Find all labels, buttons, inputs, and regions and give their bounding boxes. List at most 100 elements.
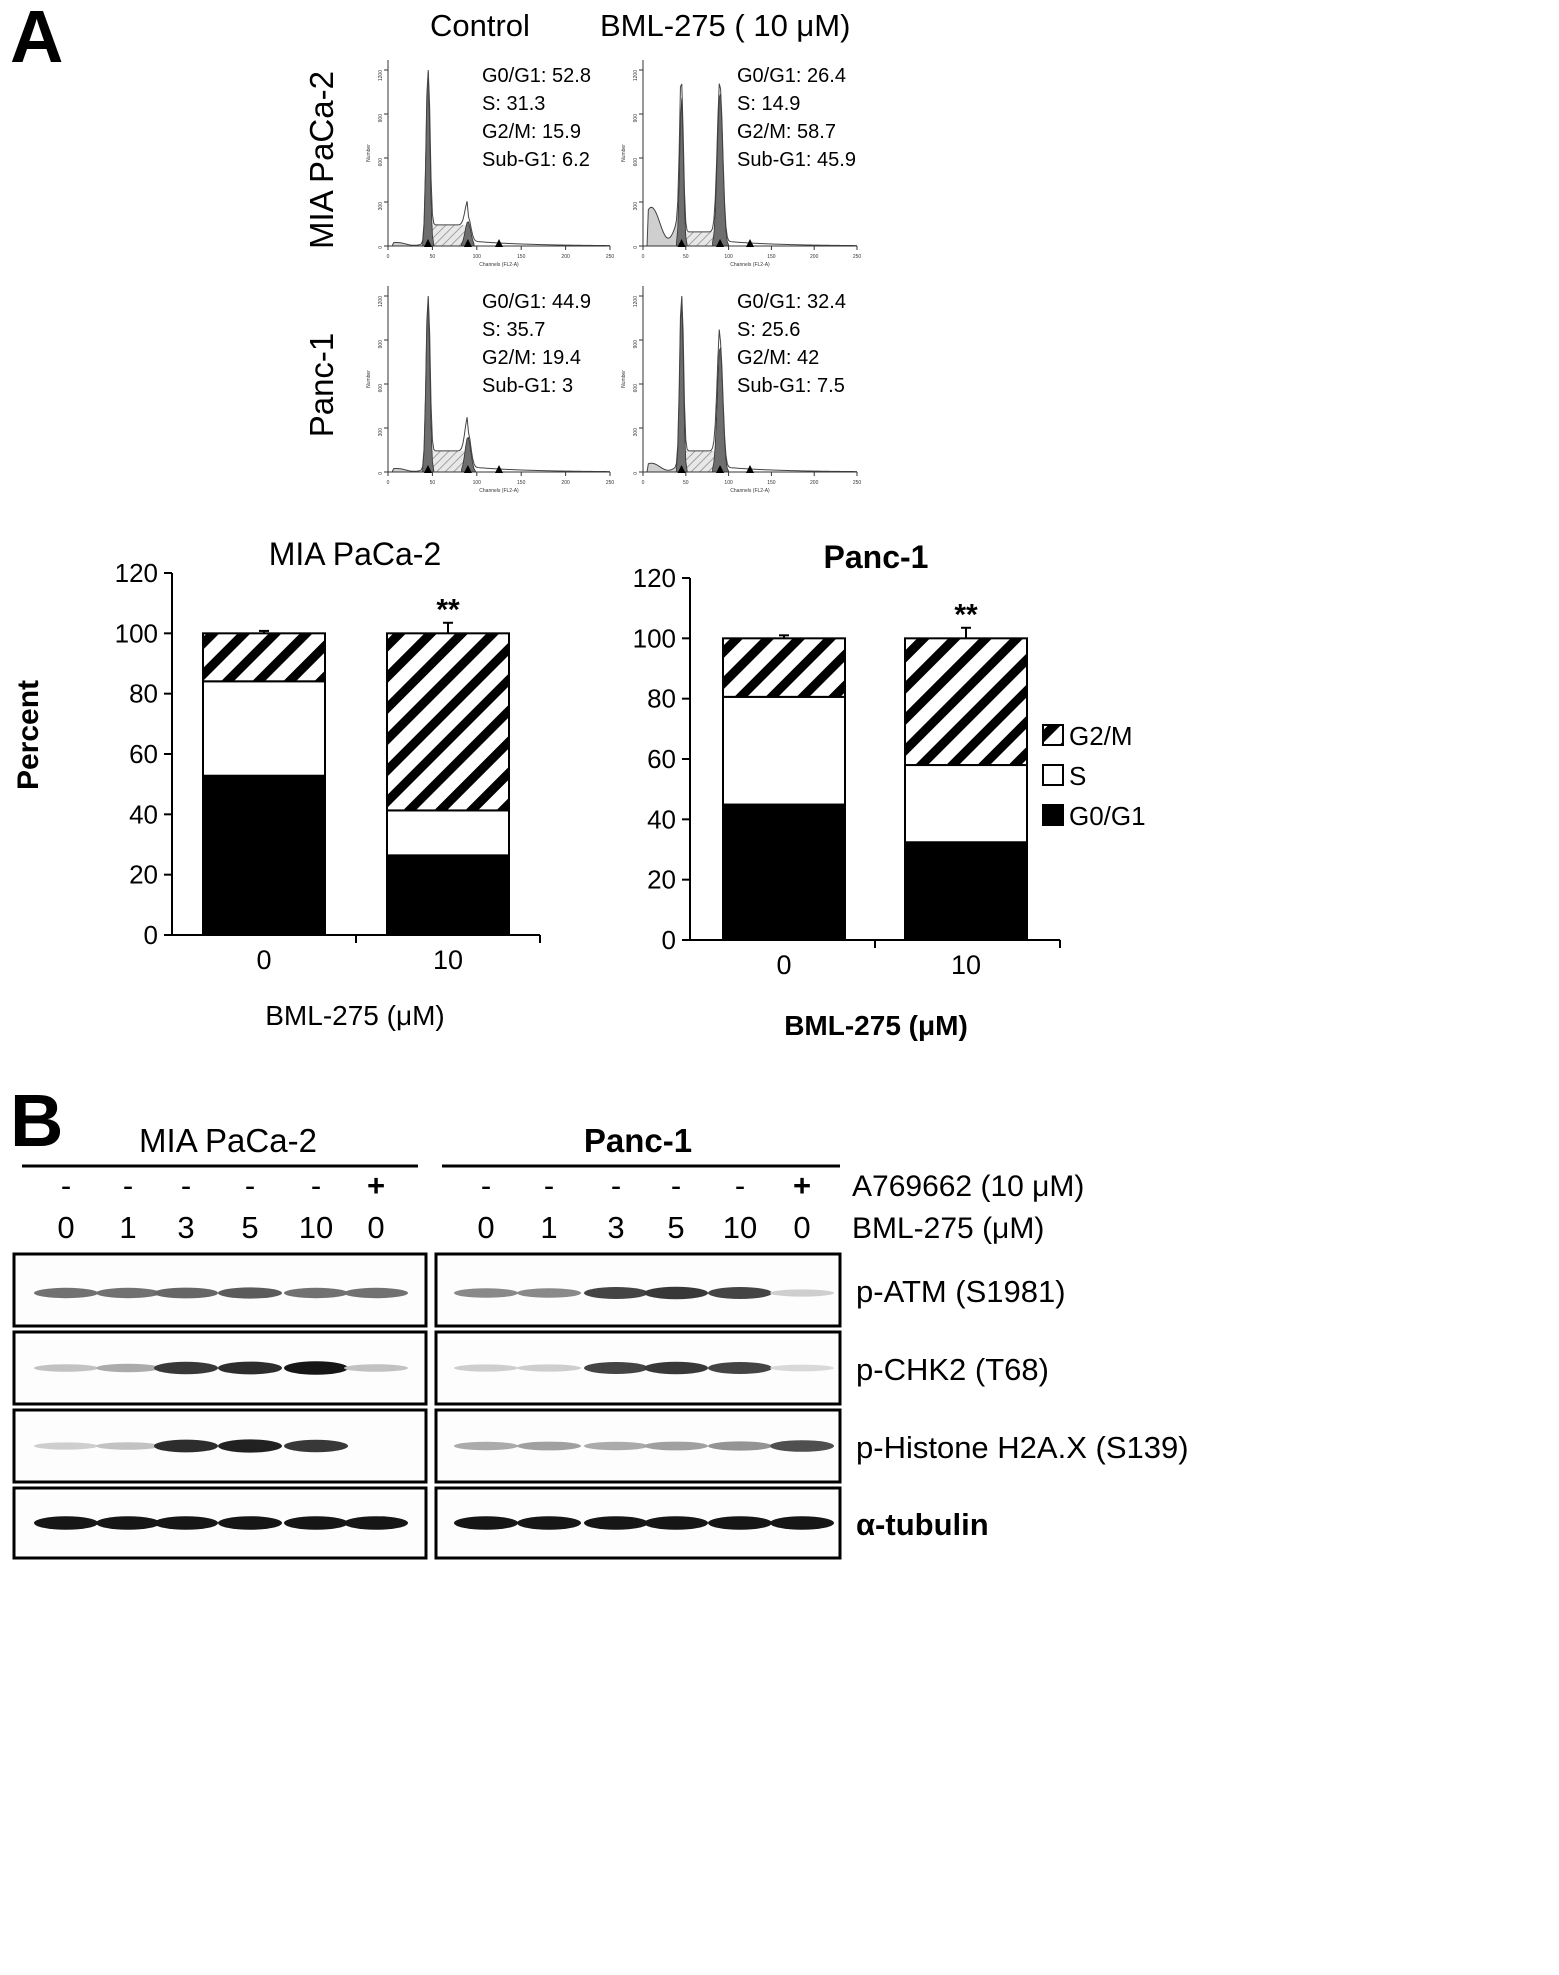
protein-band (517, 1288, 581, 1298)
lane-treatment-value: - (735, 1168, 745, 1203)
protein-band (218, 1439, 282, 1453)
y-tick-label: 40 (647, 804, 676, 834)
hist-x-tick-label: 100 (473, 254, 482, 260)
flow-histogram-2: 0 50 100 150 200 250 0 300 600 900 1200 Channels (F… (366, 286, 614, 494)
hist-y-tick-label: 900 (378, 340, 384, 349)
flow-histogram-1: 0 50 100 150 200 250 0 300 600 900 1200 Channels (F… (621, 60, 861, 268)
protein-band (154, 1287, 218, 1299)
flow-stats-panc-treated: G0/G1: 32.4 S: 25.6 G2/M: 42 Sub-G1: 7.5 (737, 288, 846, 400)
stat-g2m: G2/M: 19.4 (482, 347, 581, 369)
protein-band (584, 1362, 648, 1374)
protein-band (218, 1361, 282, 1375)
protein-band (96, 1442, 160, 1450)
stacked-bar-chart-0: MIA PaCa-2 0 20 40 60 80 100 120 0 10 ** BML-275 (μ… (12, 536, 541, 1031)
significance-annotation: ** (436, 593, 460, 626)
hist-x-tick-label: 100 (473, 480, 482, 486)
treatment-row-label: A769662 (10 μM) (852, 1170, 1084, 1203)
gate-marker (423, 239, 432, 247)
hist-y-tick-label: 900 (633, 340, 639, 349)
stat-g0g1: G0/G1: 26.4 (737, 65, 846, 87)
protein-band (644, 1361, 708, 1375)
stat-s: S: 31.3 (482, 93, 546, 115)
hist-y-title: Number (366, 370, 372, 388)
panel-b-letter: B (10, 1079, 64, 1162)
protein-band (34, 1516, 98, 1530)
gate-marker (716, 465, 725, 473)
stat-g2m: G2/M: 58.7 (737, 121, 836, 143)
lane-treatment-value: - (544, 1168, 554, 1203)
hist-x-title: Channels (FL2-A) (730, 488, 770, 494)
hist-x-tick-label: 0 (642, 254, 645, 260)
condition-title-treated: BML-275 ( 10 μM) (600, 8, 851, 43)
protein-band (644, 1286, 708, 1300)
protein-band (96, 1516, 160, 1530)
hist-x-tick-label: 250 (606, 254, 615, 260)
hist-y-tick-label: 0 (633, 246, 639, 249)
lane-treatment-value: + (367, 1168, 385, 1203)
protein-band (517, 1516, 581, 1530)
lane-treatment-value: - (481, 1168, 491, 1203)
stat-g2m: G2/M: 42 (737, 347, 820, 369)
gate-marker (495, 239, 503, 247)
x-axis-label: BML-275 (μM) (265, 1000, 445, 1031)
hist-x-tick-label: 0 (387, 480, 390, 486)
lane-treatment-value: - (181, 1168, 191, 1203)
protein-band (218, 1516, 282, 1530)
protein-band (344, 1516, 408, 1530)
legend-label: G0/G1 (1069, 801, 1146, 831)
lane-treatment-value: 0 (57, 1210, 74, 1245)
gate-marker (463, 465, 472, 473)
gate-marker (423, 465, 432, 473)
x-tick-label: 0 (776, 950, 791, 980)
protein-band (454, 1288, 518, 1298)
blot-group: MIA PaCa-2 Panc-1- -- -- -- -- -+ + A769662 (10 … (12, 1122, 1189, 1560)
hist-x-tick-label: 0 (387, 254, 390, 260)
panel-a-letter: A (10, 0, 64, 78)
y-tick-label: 40 (129, 799, 158, 829)
hist-y-tick-label: 600 (378, 384, 384, 393)
legend-label: S (1069, 761, 1086, 791)
lane-treatment-value: 10 (723, 1210, 757, 1245)
protein-band (34, 1442, 98, 1450)
protein-band (284, 1287, 348, 1299)
y-tick-label: 60 (647, 744, 676, 774)
protein-band (584, 1441, 648, 1451)
y-tick-label: 0 (144, 920, 158, 950)
y-tick-label: 60 (129, 739, 158, 769)
significance-annotation: ** (954, 598, 978, 631)
y-axis-label: Percent (12, 680, 45, 790)
protein-band (584, 1287, 648, 1299)
lane-treatment-value: 0 (367, 1210, 384, 1245)
bar-segment-g2m (386, 632, 510, 812)
protein-band (344, 1287, 408, 1299)
y-tick-label: 100 (633, 623, 676, 653)
protein-band (154, 1361, 218, 1375)
hist-x-tick-label: 150 (517, 480, 526, 486)
bar-segment-g0g1 (904, 841, 1028, 942)
hist-y-title: Number (621, 370, 627, 388)
y-tick-label: 20 (129, 860, 158, 890)
hist-x-tick-label: 250 (853, 480, 862, 486)
lane-treatment-value: 10 (299, 1210, 333, 1245)
stat-subg1: Sub-G1: 7.5 (737, 375, 845, 397)
chart-title: MIA PaCa-2 (269, 536, 442, 572)
hist-y-tick-label: 900 (633, 114, 639, 123)
lane-treatment-value: 0 (477, 1210, 494, 1245)
hist-y-title: Number (621, 144, 627, 162)
hist-x-tick-label: 100 (724, 480, 733, 486)
gate-marker (677, 239, 686, 247)
flow-stats-panc-control: G0/G1: 44.9 S: 35.7 G2/M: 19.4 Sub-G1: 3 (482, 288, 591, 400)
protein-band (517, 1441, 581, 1451)
hist-y-tick-label: 1200 (633, 70, 639, 81)
protein-band (344, 1364, 408, 1372)
protein-band (284, 1516, 348, 1530)
lane-treatment-value: 0 (793, 1210, 810, 1245)
lane-treatment-value: 3 (177, 1210, 194, 1245)
flow-histograms: 0 50 100 150 200 250 0 300 600 900 1200 Channels (F… (366, 60, 862, 494)
hist-x-title: Channels (FL2-A) (479, 262, 519, 268)
condition-title-control: Control (430, 8, 530, 43)
bar-segment-g2m (904, 637, 1028, 767)
protein-band (454, 1441, 518, 1451)
stat-s: S: 35.7 (482, 319, 546, 341)
treatment-row-label: BML-275 (μM) (852, 1212, 1044, 1245)
